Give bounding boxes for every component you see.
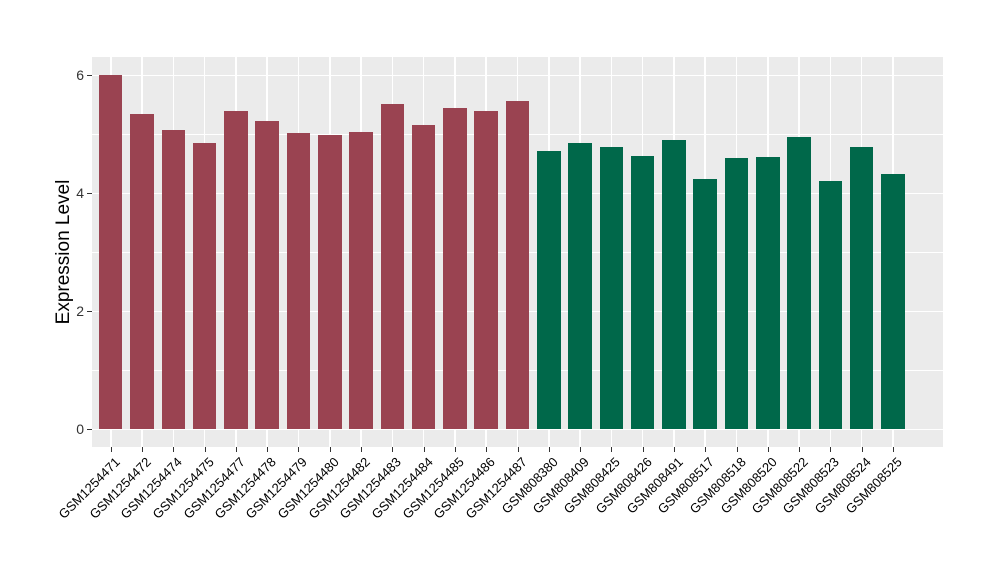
y-tick-mark [87,311,92,313]
y-tick-mark [87,429,92,431]
bar-GSM1254479 [286,133,311,430]
bar-GSM1254486 [474,111,498,430]
bar-GSM808409 [568,142,592,430]
x-tick-mark [705,447,707,452]
x-tick-mark [173,447,175,452]
x-tick-mark [767,447,769,452]
x-tick-mark [861,447,863,452]
bar-GSM808517 [693,178,717,430]
bar-GSM808380 [537,150,561,430]
x-tick-mark [329,447,331,452]
x-tick-mark [580,447,582,452]
x-tick-mark [830,447,832,452]
major-gridline [92,428,943,431]
x-tick-mark [361,447,363,452]
bar-GSM1254475 [192,142,217,430]
bar-GSM808426 [630,155,655,430]
bar-GSM808491 [662,140,686,430]
bar-GSM1254477 [224,111,248,430]
bar-GSM808525 [881,173,905,430]
x-tick-mark [736,447,738,452]
x-tick-mark [517,447,519,452]
x-tick-mark [799,447,801,452]
bar-GSM1254478 [255,121,279,430]
x-tick-mark [423,447,425,452]
bar-GSM1254474 [161,130,186,430]
y-tick-mark [87,193,92,195]
bar-GSM1254485 [443,107,467,430]
bar-GSM808522 [787,137,811,430]
x-tick-mark [298,447,300,452]
bar-GSM1254483 [380,104,405,430]
y-tick-mark [87,75,92,77]
x-tick-mark [611,447,613,452]
bar-GSM808425 [599,147,624,430]
y-tick-label: 2 [76,303,84,320]
y-tick-label: 6 [76,67,84,84]
y-tick-label: 4 [76,185,84,202]
bar-GSM808524 [849,147,874,430]
x-tick-mark [548,447,550,452]
bar-GSM808518 [724,158,749,430]
bar-GSM1254484 [411,125,436,430]
x-tick-mark [673,447,675,452]
x-tick-mark [267,447,269,452]
bar-GSM808520 [756,157,780,430]
x-tick-mark [454,447,456,452]
bar-GSM1254471 [99,74,123,430]
bar-GSM1254480 [318,135,342,430]
bar-GSM808523 [818,181,843,430]
y-axis-title: Expression Level [53,179,74,325]
x-tick-mark [486,447,488,452]
x-tick-mark [642,447,644,452]
bar-GSM1254487 [505,101,530,430]
x-tick-mark [142,447,144,452]
bar-GSM1254472 [130,113,154,430]
x-tick-mark [892,447,894,452]
y-tick-label: 0 [76,421,84,438]
x-tick-mark [204,447,206,452]
plot-panel [92,57,943,447]
x-tick-mark [392,447,394,452]
bar-GSM1254482 [349,131,373,430]
x-tick-mark [235,447,237,452]
major-gridline [92,74,943,77]
x-tick-mark [110,447,112,452]
